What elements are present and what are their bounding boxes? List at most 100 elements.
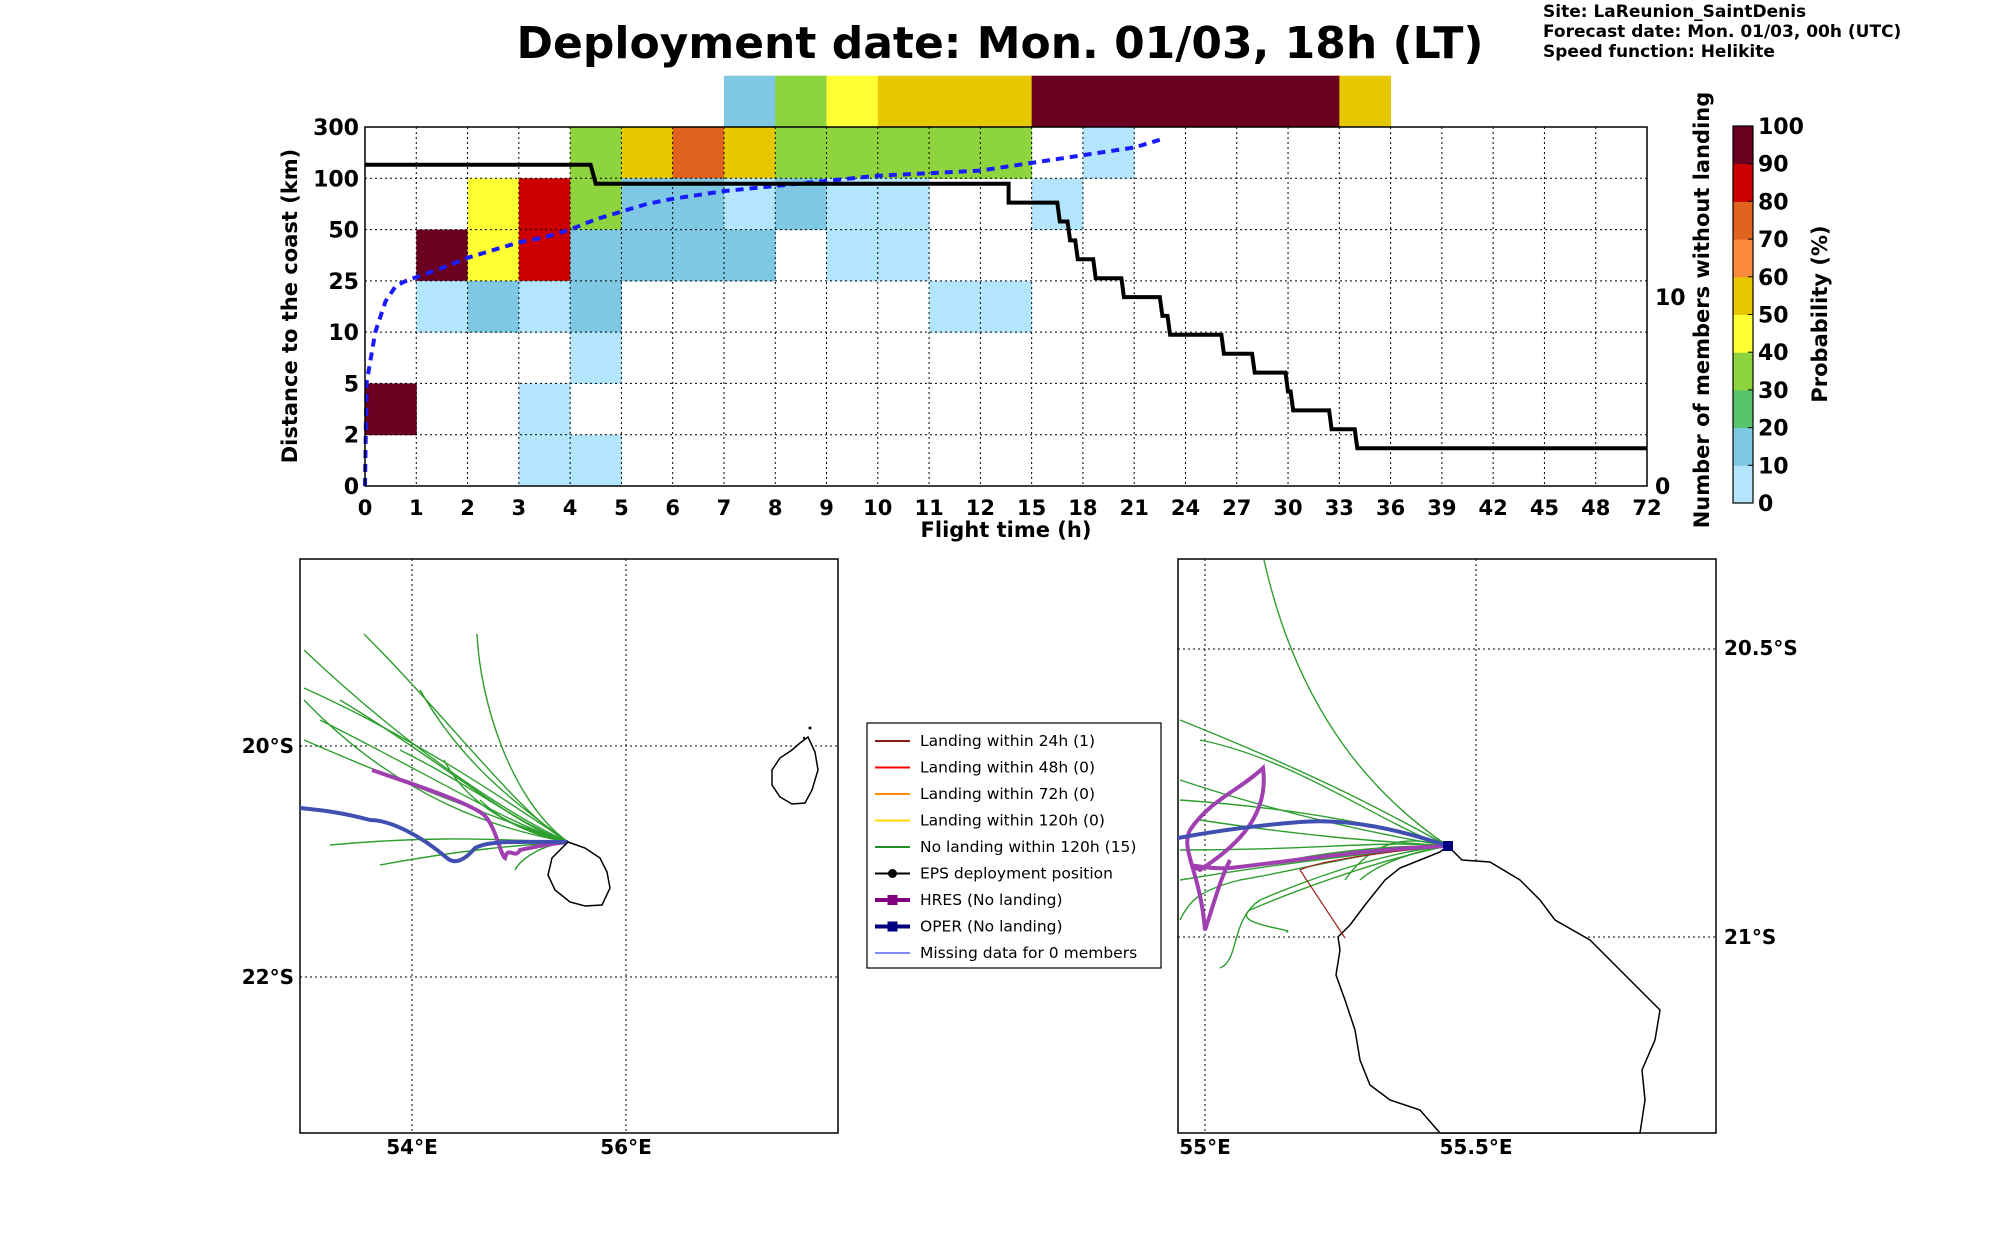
heatmap-cell: [467, 178, 520, 231]
y-tick-label: 2: [344, 424, 359, 449]
y-tick-label: 25: [328, 270, 359, 295]
x-tick-label: 24: [1171, 496, 1200, 520]
heatmap-cell: [672, 178, 725, 231]
legend-label: EPS deployment position: [920, 865, 1113, 883]
map-zoom-lon-tick: 55.5°E: [1439, 1135, 1512, 1159]
heatmap-cell: [1134, 75, 1186, 128]
y-tick-label: 10: [328, 321, 359, 346]
x-tick-label: 15: [1017, 496, 1046, 520]
colorbar-label: Probability (%): [1808, 225, 1832, 402]
trajectory-hres: [1185, 763, 1449, 931]
x-tick-label: 6: [665, 496, 680, 520]
legend-label: No landing within 120h (15): [920, 838, 1136, 856]
legend-label: Landing within 24h (1): [920, 732, 1095, 750]
legend-label: Missing data for 0 members: [920, 944, 1137, 962]
legend-marker: [888, 869, 897, 878]
colorbar-segment: [1733, 126, 1753, 165]
y-axis-label: Distance to the coast (km): [278, 149, 302, 464]
x-tick-label: 0: [358, 496, 373, 520]
heatmap-cell: [723, 75, 776, 128]
heatmap-cell: [1288, 75, 1340, 128]
y-tick-label: 0: [344, 475, 359, 500]
heatmap-cell: [929, 75, 981, 128]
x-tick-label: 2: [460, 496, 475, 520]
heatmap-cell: [826, 127, 879, 179]
x-tick-label: 42: [1479, 496, 1508, 520]
colorbar-ticks: 0 10 20 30 40 50 60 70 80 90 100: [1748, 115, 1804, 517]
trajectory-member: [479, 799, 569, 843]
heatmap-series: [363, 137, 1647, 487]
trajectory-hres: [371, 768, 569, 862]
heatmap-cell: [1339, 75, 1392, 128]
series-line-step: [365, 162, 1647, 451]
heatmap-cell: [980, 75, 1033, 128]
island-reunion: [547, 841, 611, 907]
heatmap-cell: [621, 178, 674, 231]
heatmap-cell: [518, 434, 571, 487]
x-tick-label: 18: [1068, 496, 1097, 520]
colorbar: [1733, 126, 1753, 504]
y-tick-label: 100: [313, 167, 359, 192]
x-tick-label: 8: [768, 496, 783, 520]
legend-marker: [887, 921, 898, 932]
colorbar-segment: [1733, 465, 1753, 504]
colorbar-segment: [1733, 352, 1753, 391]
heatmap-cell: [877, 75, 930, 128]
colorbar-segment: [1733, 314, 1753, 353]
heatmap-cell: [723, 229, 776, 282]
x-tick-label: 1: [409, 496, 424, 520]
map-zoom-lat-tick: 20.5°S: [1724, 636, 1798, 660]
legend-label: Landing within 72h (0): [920, 785, 1095, 803]
heatmap-cell: [570, 332, 622, 384]
trajectory-member: [476, 633, 569, 843]
y2-tick-label: 10: [1655, 286, 1686, 311]
heatmap-grid: [365, 127, 1647, 486]
trajectory-member: [399, 749, 569, 843]
heatmap-cell: [723, 127, 776, 179]
colorbar-tick-label: 50: [1758, 304, 1789, 329]
trajectory-member: [303, 687, 569, 843]
heatmap-cell: [570, 280, 622, 333]
trajectory-oper: [1177, 819, 1449, 848]
x-tick-label: 39: [1427, 496, 1456, 520]
colorbar-tick-label: 70: [1758, 228, 1789, 253]
heatmap-cell: [775, 127, 828, 179]
y-tick-label: 50: [328, 219, 359, 244]
heatmap-cell: [826, 178, 879, 231]
colorbar-tick-label: 20: [1758, 417, 1789, 442]
heatmap-cell: [518, 229, 571, 282]
legend: Landing within 24h (1) Landing within 48h…: [866, 722, 1162, 969]
meta-forecast: Forecast date: Mon. 01/03, 00h (UTC): [1543, 22, 1902, 42]
y-tick-label: 5: [344, 372, 359, 397]
heatmap-cell: [877, 229, 930, 282]
legend-label: OPER (No landing): [920, 918, 1063, 936]
colorbar-tick-label: 0: [1758, 492, 1773, 517]
trajectory-member: [319, 719, 569, 843]
meta-speed: Speed function: Helikite: [1543, 42, 1775, 62]
colorbar-segment: [1733, 239, 1753, 278]
island-mauritius: [771, 735, 819, 805]
trajectory-member: [419, 689, 569, 843]
meta-info: Site: LaReunion_SaintDenis Forecast date…: [1543, 2, 1901, 62]
map-overview-lat-tick: 22°S: [242, 965, 294, 989]
trajectory-member: [1219, 845, 1449, 969]
x-tick-label: 33: [1325, 496, 1354, 520]
trajectory-member: [303, 699, 569, 843]
heatmap-cell: [570, 178, 622, 231]
heatmap-cell: [570, 434, 622, 487]
heatmap-cell: [1082, 75, 1135, 128]
meta-site: Site: LaReunion_SaintDenis: [1543, 2, 1807, 22]
colorbar-tick-label: 80: [1758, 190, 1789, 215]
legend-label: Landing within 120h (0): [920, 812, 1105, 830]
eps-deployment-marker: [1443, 841, 1453, 851]
heatmap-cell: [826, 75, 879, 128]
x-tick-label: 11: [914, 496, 943, 520]
legend-label: HRES (No landing): [920, 891, 1063, 909]
chart-title: Deployment date: Mon. 01/03, 18h (LT): [516, 18, 1484, 69]
map-overview-lon-tick: 54°E: [386, 1135, 438, 1159]
legend-items: Landing within 24h (1) Landing within 48h…: [875, 732, 1137, 962]
trajectory-oper: [299, 806, 569, 864]
map-zoom-lon-tick: 55°E: [1179, 1135, 1231, 1159]
heatmap-cell: [416, 280, 469, 333]
